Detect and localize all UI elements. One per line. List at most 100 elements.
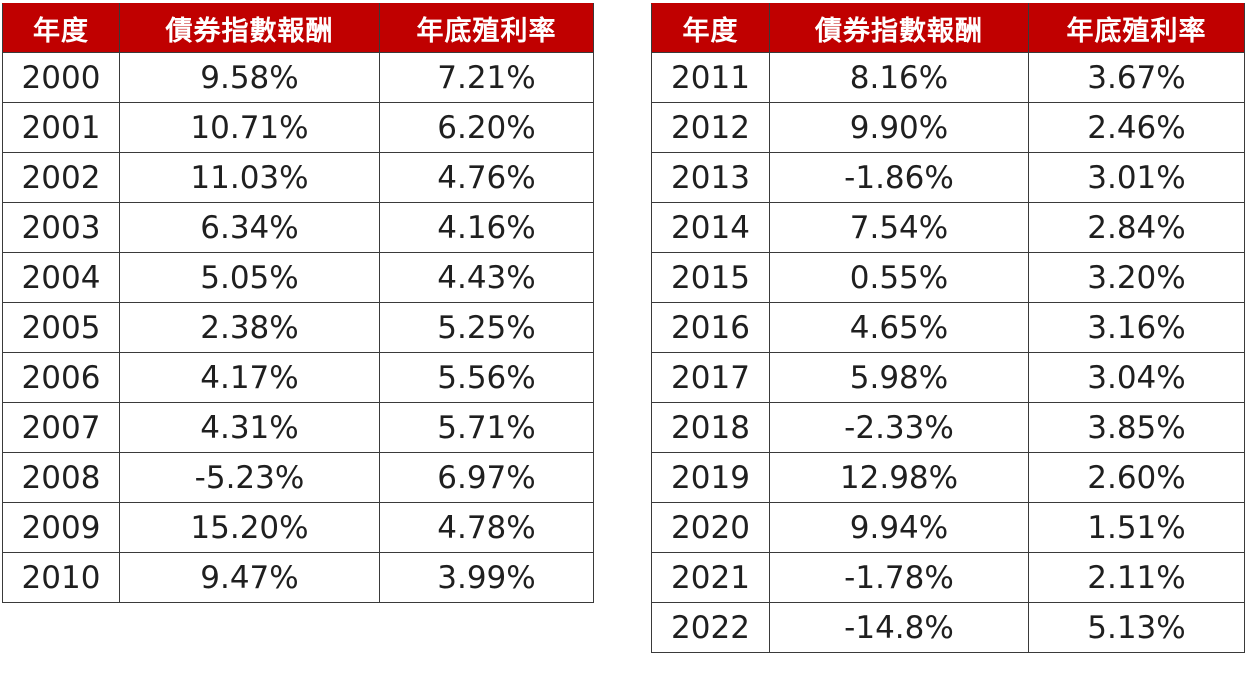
cell-year-end-yield: 3.99%	[379, 552, 594, 603]
cell-year-end-yield: 2.84%	[1028, 202, 1245, 253]
table-row: 2002 11.03% 4.76%	[2, 152, 594, 203]
table-row: 2017 5.98% 3.04%	[651, 352, 1245, 403]
header-row: 年度 債券指數報酬 年底殖利率	[2, 3, 594, 53]
cell-year: 2012	[651, 102, 770, 153]
cell-bond-index-return: -14.8%	[769, 602, 1029, 653]
cell-year-end-yield: 2.46%	[1028, 102, 1245, 153]
cell-year: 2009	[2, 502, 120, 553]
cell-bond-index-return: -1.86%	[769, 152, 1029, 203]
cell-year-end-yield: 4.16%	[379, 202, 594, 253]
table-body: 2011 8.16% 3.67% 2012 9.90% 2.46% 2013 -1.86% 3.…	[651, 52, 1245, 653]
table-row: 2006 4.17% 5.56%	[2, 352, 594, 403]
cell-year-end-yield: 3.16%	[1028, 302, 1245, 353]
table-row: 2007 4.31% 5.71%	[2, 402, 594, 453]
cell-bond-index-return: 12.98%	[769, 452, 1029, 503]
cell-bond-index-return: 2.38%	[119, 302, 380, 353]
table-row: 2016 4.65% 3.16%	[651, 302, 1245, 353]
table-row: 2011 8.16% 3.67%	[651, 52, 1245, 103]
cell-bond-index-return: 5.98%	[769, 352, 1029, 403]
cell-year-end-yield: 1.51%	[1028, 502, 1245, 553]
table-row: 2010 9.47% 3.99%	[2, 552, 594, 603]
header-row: 年度 債券指數報酬 年底殖利率	[651, 3, 1245, 53]
cell-bond-index-return: 7.54%	[769, 202, 1029, 253]
table-row: 2005 2.38% 5.25%	[2, 302, 594, 353]
cell-year: 2022	[651, 602, 770, 653]
table-body: 2000 9.58% 7.21% 2001 10.71% 6.20% 2002 11.03% 4…	[2, 52, 594, 603]
cell-year: 2014	[651, 202, 770, 253]
cell-year: 2007	[2, 402, 120, 453]
cell-year: 2019	[651, 452, 770, 503]
cell-year: 2021	[651, 552, 770, 603]
cell-year: 2010	[2, 552, 120, 603]
cell-year-end-yield: 2.11%	[1028, 552, 1245, 603]
table-row: 2015 0.55% 3.20%	[651, 252, 1245, 303]
cell-year-end-yield: 3.67%	[1028, 52, 1245, 103]
cell-year: 2005	[2, 302, 120, 353]
cell-bond-index-return: 9.47%	[119, 552, 380, 603]
table-row: 2012 9.90% 2.46%	[651, 102, 1245, 153]
cell-bond-index-return: 15.20%	[119, 502, 380, 553]
cell-year-end-yield: 6.97%	[379, 452, 594, 503]
table-row: 2014 7.54% 2.84%	[651, 202, 1245, 253]
table-row: 2018 -2.33% 3.85%	[651, 402, 1245, 453]
table-row: 2008 -5.23% 6.97%	[2, 452, 594, 503]
header-year: 年度	[651, 3, 770, 53]
cell-year-end-yield: 4.78%	[379, 502, 594, 553]
cell-year: 2017	[651, 352, 770, 403]
cell-bond-index-return: 10.71%	[119, 102, 380, 153]
cell-bond-index-return: 6.34%	[119, 202, 380, 253]
cell-year: 2020	[651, 502, 770, 553]
cell-bond-index-return: 0.55%	[769, 252, 1029, 303]
cell-year-end-yield: 3.01%	[1028, 152, 1245, 203]
cell-year: 2018	[651, 402, 770, 453]
header-year: 年度	[2, 3, 120, 53]
cell-year: 2015	[651, 252, 770, 303]
cell-bond-index-return: 4.31%	[119, 402, 380, 453]
table-row: 2001 10.71% 6.20%	[2, 102, 594, 153]
cell-year: 2000	[2, 52, 120, 103]
cell-bond-index-return: 9.58%	[119, 52, 380, 103]
cell-year-end-yield: 3.20%	[1028, 252, 1245, 303]
table-row: 2019 12.98% 2.60%	[651, 452, 1245, 503]
cell-year-end-yield: 4.43%	[379, 252, 594, 303]
table-row: 2003 6.34% 4.16%	[2, 202, 594, 253]
header-year-end-yield: 年底殖利率	[379, 3, 594, 53]
cell-year: 2008	[2, 452, 120, 503]
header-bond-index-return: 債券指數報酬	[119, 3, 380, 53]
cell-year-end-yield: 6.20%	[379, 102, 594, 153]
cell-bond-index-return: -1.78%	[769, 552, 1029, 603]
cell-bond-index-return: 4.65%	[769, 302, 1029, 353]
header-bond-index-return: 債券指數報酬	[769, 3, 1029, 53]
cell-bond-index-return: -5.23%	[119, 452, 380, 503]
cell-year: 2004	[2, 252, 120, 303]
header-year-end-yield: 年底殖利率	[1028, 3, 1245, 53]
cell-year: 2016	[651, 302, 770, 353]
cell-year: 2013	[651, 152, 770, 203]
cell-year-end-yield: 3.85%	[1028, 402, 1245, 453]
cell-year: 2003	[2, 202, 120, 253]
cell-year-end-yield: 5.56%	[379, 352, 594, 403]
returns-table-2000-2010: 年度 債券指數報酬 年底殖利率 2000 9.58% 7.21% 2001 10.71%…	[2, 3, 594, 603]
table-row: 2022 -14.8% 5.13%	[651, 602, 1245, 653]
cell-bond-index-return: 9.94%	[769, 502, 1029, 553]
cell-bond-index-return: 8.16%	[769, 52, 1029, 103]
cell-year-end-yield: 5.13%	[1028, 602, 1245, 653]
cell-year-end-yield: 5.71%	[379, 402, 594, 453]
cell-year: 2011	[651, 52, 770, 103]
cell-year-end-yield: 7.21%	[379, 52, 594, 103]
returns-table-2011-2022: 年度 債券指數報酬 年底殖利率 2011 8.16% 3.67% 2012 9.90% 2…	[651, 3, 1245, 653]
cell-year: 2001	[2, 102, 120, 153]
table-row: 2020 9.94% 1.51%	[651, 502, 1245, 553]
cell-bond-index-return: 4.17%	[119, 352, 380, 403]
cell-bond-index-return: 11.03%	[119, 152, 380, 203]
cell-bond-index-return: 9.90%	[769, 102, 1029, 153]
table-row: 2021 -1.78% 2.11%	[651, 552, 1245, 603]
table-row: 2013 -1.86% 3.01%	[651, 152, 1245, 203]
cell-bond-index-return: -2.33%	[769, 402, 1029, 453]
table-row: 2004 5.05% 4.43%	[2, 252, 594, 303]
cell-year-end-yield: 4.76%	[379, 152, 594, 203]
cell-year: 2002	[2, 152, 120, 203]
cell-bond-index-return: 5.05%	[119, 252, 380, 303]
cell-year-end-yield: 3.04%	[1028, 352, 1245, 403]
table-row: 2000 9.58% 7.21%	[2, 52, 594, 103]
